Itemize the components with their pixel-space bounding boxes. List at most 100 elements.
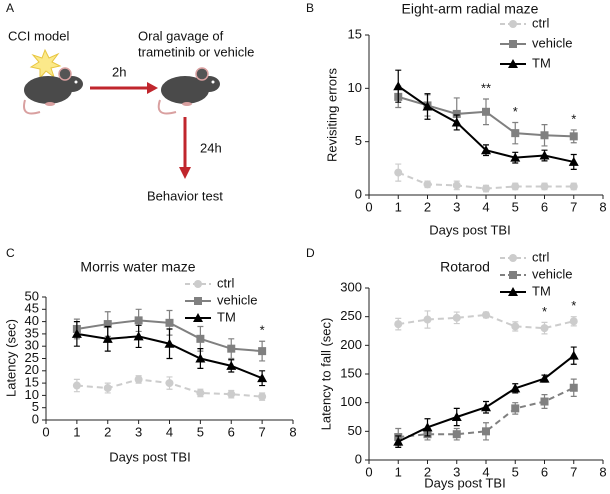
y-tick-label: 100 — [340, 394, 362, 409]
marker — [568, 156, 579, 166]
marker — [482, 427, 490, 436]
y-tick-label: 35 — [25, 325, 39, 340]
marker — [509, 271, 517, 279]
x-tick-label: 4 — [166, 424, 173, 439]
y-axis-label: Latency (sec) — [3, 319, 18, 397]
legend-label: vehicle — [217, 292, 257, 307]
y-tick-label: 300 — [340, 279, 362, 294]
x-tick-label: 8 — [599, 464, 606, 479]
marker — [226, 360, 237, 370]
chart-title: Morris water maze — [80, 259, 195, 275]
marker — [165, 318, 174, 327]
marker — [540, 324, 549, 333]
marker — [511, 322, 520, 331]
marker — [540, 397, 549, 406]
marker — [452, 313, 461, 322]
marker — [569, 132, 578, 141]
panel-label: C — [6, 246, 15, 260]
marker — [423, 180, 432, 189]
y-tick-label: 0 — [32, 411, 39, 426]
y-tick-label: 20 — [25, 362, 39, 377]
marker — [196, 334, 205, 343]
y-tick-label: 200 — [340, 337, 362, 352]
chart: D Rotarod Days post TBI Latency to fall (se… — [306, 246, 607, 490]
step-text: trametinib or vehicle — [138, 44, 254, 59]
x-axis-label: Days post TBI — [424, 475, 505, 490]
y-tick-label: 10 — [25, 387, 39, 402]
marker — [227, 390, 236, 399]
y-tick-label: 50 — [25, 288, 39, 303]
x-tick-label: 6 — [228, 424, 235, 439]
end-label: Behavior test — [147, 188, 223, 203]
marker — [511, 182, 520, 191]
x-tick-label: 8 — [289, 424, 296, 439]
y-tick-label: 40 — [25, 313, 39, 328]
marker — [452, 181, 461, 190]
legend-label: ctrl — [532, 15, 549, 30]
marker — [134, 375, 143, 384]
marker — [133, 331, 144, 341]
x-tick-label: 6 — [541, 464, 548, 479]
x-tick-label: 2 — [104, 424, 111, 439]
chart-title: Eight-arm radial maze — [402, 1, 539, 17]
x-tick-label: 2 — [424, 199, 431, 214]
x-tick-label: 1 — [395, 464, 402, 479]
annotation: * — [571, 298, 576, 313]
y-tick-label: 5 — [32, 399, 39, 414]
y-axis-label: Revisiting errors — [324, 68, 339, 162]
y-tick-label: 25 — [25, 350, 39, 365]
y-tick-label: 0 — [355, 451, 362, 466]
marker — [394, 320, 403, 329]
marker — [539, 373, 550, 383]
marker — [422, 422, 433, 432]
legend-label: vehicle — [532, 35, 572, 50]
marker — [71, 328, 82, 338]
y-tick-label: 0 — [355, 186, 362, 201]
marker — [103, 320, 112, 329]
panel-a: A CCI model 2h Oral gavage of trametinib… — [6, 1, 254, 203]
marker — [134, 316, 143, 325]
x-tick-label: 0 — [365, 464, 372, 479]
panel-label: D — [306, 246, 315, 260]
y-tick-label: 5 — [355, 133, 362, 148]
annotation: * — [542, 304, 547, 319]
marker — [194, 280, 202, 288]
marker — [482, 184, 490, 193]
annotation: * — [571, 111, 576, 126]
marker — [508, 59, 518, 68]
marker — [195, 353, 206, 363]
chart: B Eight-arm radial maze Days post TBI Revis… — [306, 1, 607, 238]
y-tick-label: 10 — [348, 80, 362, 95]
x-tick-label: 0 — [365, 199, 372, 214]
chart-title: Rotarod — [440, 259, 490, 275]
y-tick-label: 150 — [340, 365, 362, 380]
marker — [452, 430, 461, 439]
marker — [482, 107, 490, 116]
marker — [511, 129, 520, 138]
marker — [452, 109, 461, 118]
x-tick-label: 8 — [599, 199, 606, 214]
marker — [569, 383, 578, 392]
panel-label: A — [6, 1, 14, 15]
legend-label: TM — [532, 55, 551, 70]
legend-label: ctrl — [217, 275, 234, 290]
chart: C Morris water maze Days post TBI Latency (… — [3, 246, 296, 464]
x-tick-label: 3 — [453, 464, 460, 479]
marker — [196, 388, 205, 397]
step-time: 24h — [200, 140, 222, 155]
marker — [569, 317, 578, 326]
marker — [72, 381, 81, 390]
y-tick-label: 15 — [25, 375, 39, 390]
step-text: Oral gavage of — [138, 28, 224, 43]
marker — [423, 315, 432, 324]
mouse-1 — [23, 67, 83, 115]
marker — [509, 254, 517, 262]
marker — [481, 145, 491, 155]
y-tick-label: 50 — [348, 423, 362, 438]
marker — [194, 297, 202, 305]
x-tick-label: 1 — [395, 199, 402, 214]
mouse-2 — [157, 67, 220, 115]
marker — [451, 412, 462, 421]
x-tick-label: 6 — [541, 199, 548, 214]
annotation: * — [260, 323, 265, 338]
